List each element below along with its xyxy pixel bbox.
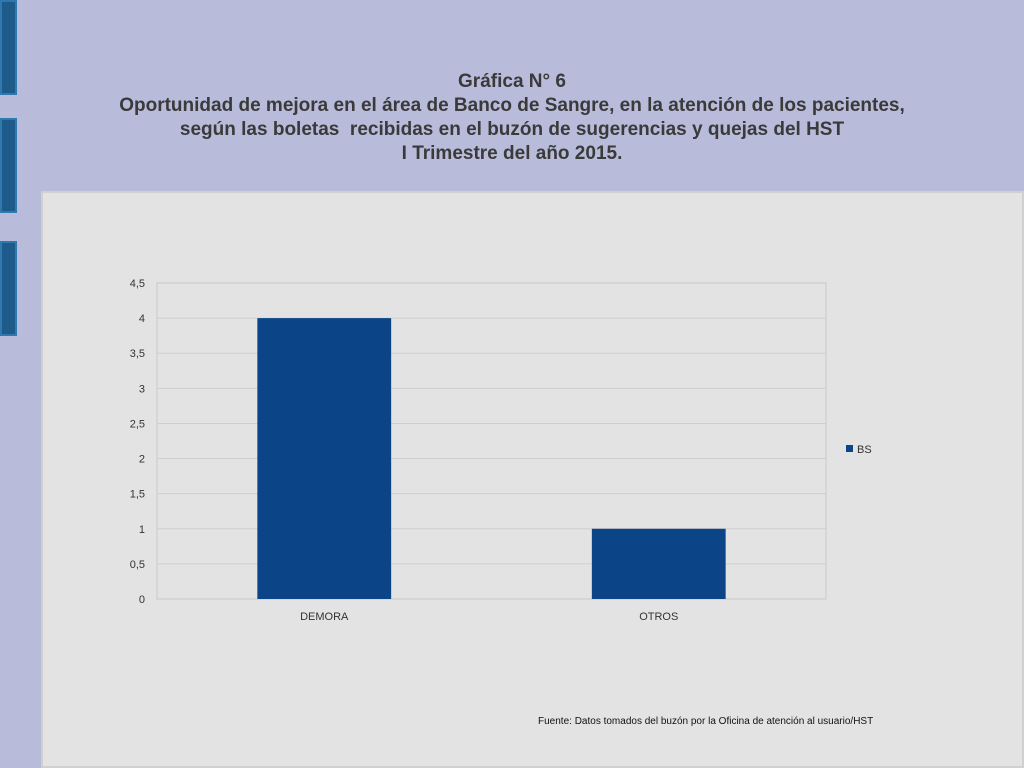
y-tick-label: 2 — [139, 454, 145, 466]
x-tick-label: OTROS — [639, 611, 678, 623]
accent-block-2 — [0, 118, 17, 213]
title-line-4: I Trimestre del año 2015. — [401, 143, 623, 164]
bars — [257, 318, 726, 599]
title-line-2: Oportunidad de mejora en el área de Banc… — [119, 95, 905, 116]
legend-label: BS — [857, 444, 872, 456]
slide-title: Gráfica N° 6 Oportunidad de mejora en el… — [60, 70, 964, 166]
plot-area-frame — [156, 282, 827, 600]
source-note: Fuente: Datos tomados del buzón por la O… — [538, 716, 874, 727]
y-tick-label: 4 — [139, 313, 145, 325]
x-axis-ticks: DEMORA OTROS — [300, 611, 678, 623]
x-tick-label: DEMORA — [300, 611, 349, 623]
title-line-1: Gráfica N° 6 — [458, 71, 566, 92]
y-axis-ticks: 0 0,5 1 1,5 2 2,5 3 3,5 4 4,5 — [130, 278, 145, 606]
y-tick-label: 0 — [139, 594, 145, 606]
y-tick-label: 2,5 — [130, 418, 145, 430]
y-tick-label: 4,5 — [130, 278, 145, 290]
chart-panel — [41, 191, 1024, 768]
y-tick-label: 0,5 — [130, 559, 145, 571]
y-tick-label: 3 — [139, 383, 145, 395]
accent-block-3 — [0, 241, 17, 336]
bar-demora — [257, 318, 392, 599]
y-tick-label: 1,5 — [130, 489, 145, 501]
bar-otros — [591, 528, 726, 599]
accent-block-1 — [0, 0, 17, 95]
y-tick-label: 3,5 — [130, 348, 145, 360]
y-tick-label: 1 — [139, 524, 145, 536]
legend: BS — [846, 444, 872, 456]
legend-swatch — [846, 445, 853, 452]
title-line-3: según las boletas recibidas en el buzón … — [179, 119, 845, 140]
